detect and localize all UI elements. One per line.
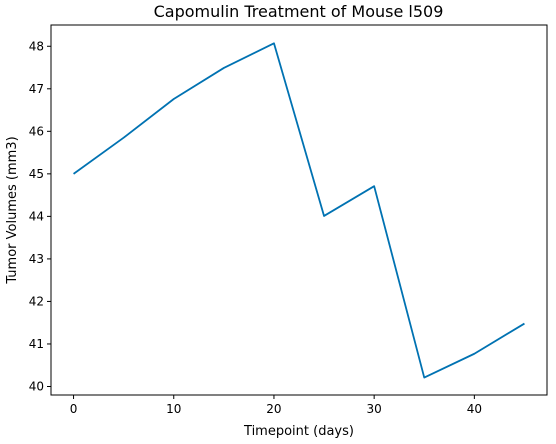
- x-tick-label: 10: [166, 402, 181, 416]
- plot-frame: [50, 24, 548, 396]
- y-tick-label: 46: [29, 124, 44, 138]
- x-tick-label: 0: [70, 402, 78, 416]
- y-axis-label: Tumor Volumes (mm3): [5, 136, 20, 284]
- x-tick-label: 40: [467, 402, 482, 416]
- y-tick-label: 41: [29, 337, 44, 351]
- x-tick-label: 30: [367, 402, 382, 416]
- series-layer: [73, 42, 525, 379]
- y-tick-label: 47: [29, 82, 44, 96]
- y-tick-label: 42: [29, 294, 44, 308]
- chart-title: Capomulin Treatment of Mouse l509: [154, 2, 444, 21]
- x-axis-label: Timepoint (days): [243, 424, 354, 439]
- series-line: [73, 42, 525, 379]
- x-axis: 0 10 20 30 40: [70, 395, 482, 416]
- y-tick-label: 44: [29, 209, 44, 223]
- y-tick-label: 40: [29, 379, 44, 393]
- y-axis: 40 41 42 43 44 45 46 47 48: [29, 39, 51, 393]
- y-tick-label: 45: [29, 167, 44, 181]
- x-tick-label: 20: [266, 402, 281, 416]
- y-tick-label: 43: [29, 252, 44, 266]
- y-tick-label: 48: [29, 39, 44, 53]
